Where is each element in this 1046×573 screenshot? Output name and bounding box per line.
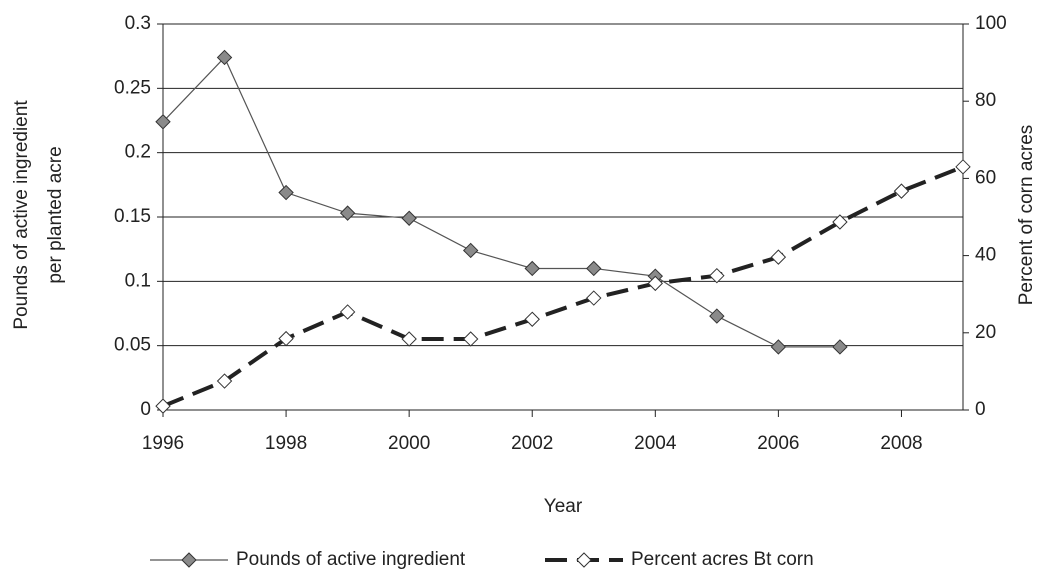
- data-point: [278, 184, 294, 201]
- data-point: [401, 210, 417, 226]
- data-point: [524, 260, 540, 277]
- data-point: [586, 260, 602, 277]
- y2-axis-label: Percent of corn acres: [1016, 125, 1037, 306]
- data-point: [278, 330, 294, 347]
- data-point: [155, 398, 171, 414]
- x-tick-label: 1996: [142, 433, 184, 454]
- y-axis-label: Pounds of active ingredient: [11, 100, 32, 330]
- data-point: [462, 331, 479, 347]
- data-point: [462, 242, 479, 259]
- y2-tick-label: 100: [975, 13, 1007, 34]
- x-tick-label: 2006: [757, 433, 799, 454]
- data-point: [770, 339, 787, 355]
- data-point: [647, 275, 664, 292]
- data-point: [770, 249, 787, 265]
- y2-tick-label: 20: [975, 322, 996, 343]
- data-point: [832, 339, 848, 355]
- y-tick-label: 0.05: [114, 335, 151, 356]
- series-line: [162, 164, 964, 408]
- y-tick-label: 0.25: [114, 77, 151, 98]
- y-tick-label: 0.3: [125, 13, 151, 34]
- legend-marker: [181, 552, 197, 568]
- data-point: [339, 304, 356, 320]
- data-point: [709, 308, 725, 324]
- data-point: [832, 214, 848, 230]
- y2-tick-label: 60: [975, 167, 996, 188]
- y2-tick-label: 80: [975, 90, 996, 111]
- data-point: [216, 49, 233, 66]
- data-point: [586, 290, 602, 306]
- x-tick-label: 2000: [388, 433, 430, 454]
- y-tick-label: 0.1: [125, 270, 151, 291]
- y2-tick-label: 40: [975, 245, 996, 266]
- x-tick-label: 1998: [265, 433, 307, 454]
- data-point: [216, 373, 233, 389]
- series-line: [162, 56, 840, 348]
- data-point: [524, 311, 540, 327]
- legend-label: Percent acres Bt corn: [631, 549, 814, 570]
- data-point: [155, 114, 171, 130]
- data-point: [955, 159, 971, 175]
- legend-marker: [576, 552, 592, 568]
- y-tick-label: 0.15: [114, 206, 151, 227]
- x-tick-label: 2008: [880, 433, 922, 454]
- data-point: [709, 267, 725, 284]
- data-point: [339, 205, 356, 221]
- x-tick-label: 2002: [511, 433, 553, 454]
- legend-label: Pounds of active ingredient: [236, 549, 466, 570]
- y-tick-label: 0: [140, 399, 151, 420]
- x-axis-label: Year: [544, 496, 583, 517]
- x-tick-label: 2004: [634, 433, 677, 454]
- y-axis-label: per planted acre: [45, 146, 66, 283]
- y2-tick-label: 0: [975, 399, 986, 420]
- data-point: [893, 183, 910, 199]
- data-point: [401, 331, 417, 347]
- y-tick-label: 0.2: [125, 142, 151, 163]
